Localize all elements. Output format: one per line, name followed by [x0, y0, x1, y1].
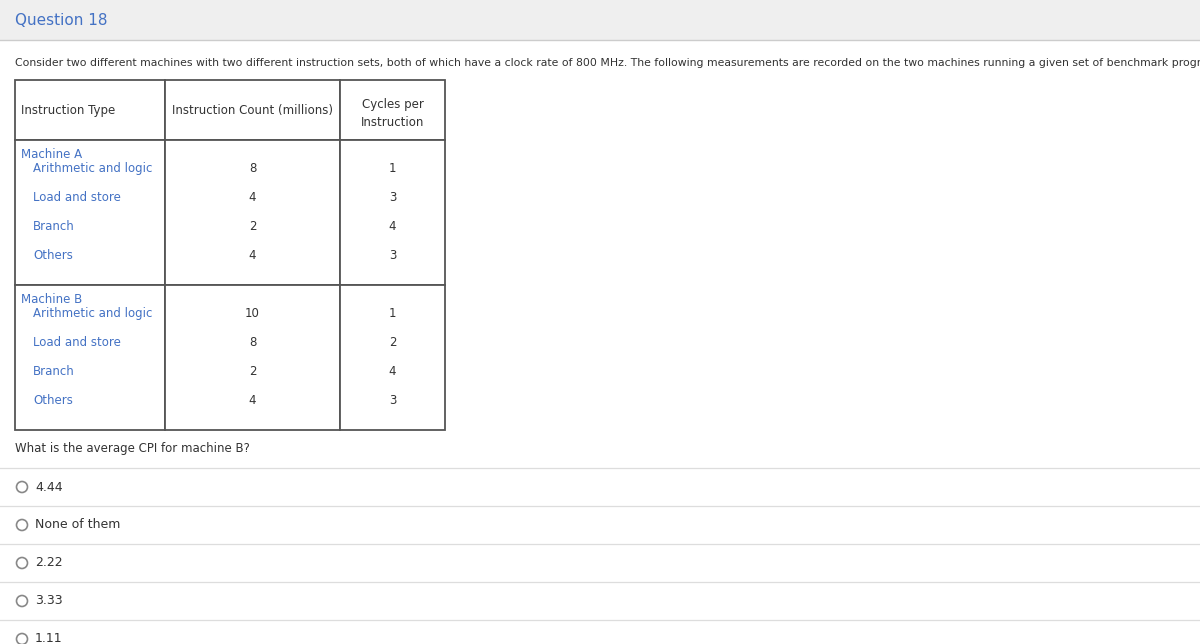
- Text: None of them: None of them: [35, 518, 120, 531]
- Text: Machine B: Machine B: [22, 293, 83, 306]
- Text: 4: 4: [389, 220, 396, 233]
- Bar: [340, 140, 445, 285]
- Text: 8: 8: [248, 162, 256, 175]
- Text: 3: 3: [389, 394, 396, 407]
- Text: What is the average CPI for machine B?: What is the average CPI for machine B?: [14, 442, 250, 455]
- Text: Machine A: Machine A: [22, 148, 82, 161]
- Bar: [14, 285, 166, 430]
- Text: 4: 4: [248, 249, 257, 262]
- Text: Load and store: Load and store: [34, 336, 121, 349]
- Text: 3: 3: [389, 249, 396, 262]
- Text: 2.22: 2.22: [35, 556, 62, 569]
- Text: Others: Others: [34, 394, 73, 407]
- Text: Arithmetic and logic: Arithmetic and logic: [34, 162, 152, 175]
- Bar: [340, 80, 445, 140]
- Text: 4.44: 4.44: [35, 480, 62, 493]
- Text: 3: 3: [389, 191, 396, 204]
- Text: Consider two different machines with two different instruction sets, both of whi: Consider two different machines with two…: [14, 58, 1200, 68]
- Text: 4: 4: [248, 191, 257, 204]
- Bar: [166, 140, 340, 285]
- Bar: [340, 285, 445, 430]
- Text: Branch: Branch: [34, 365, 74, 378]
- Text: 4: 4: [389, 365, 396, 378]
- Bar: [0, 0, 1200, 40]
- Text: 3.33: 3.33: [35, 594, 62, 607]
- Text: 1.11: 1.11: [35, 632, 62, 644]
- Text: 8: 8: [248, 336, 256, 349]
- Text: Instruction Count (millions): Instruction Count (millions): [172, 104, 334, 117]
- Text: 2: 2: [248, 365, 257, 378]
- Bar: [166, 285, 340, 430]
- Text: Branch: Branch: [34, 220, 74, 233]
- Text: Others: Others: [34, 249, 73, 262]
- Text: 4: 4: [248, 394, 257, 407]
- Text: Arithmetic and logic: Arithmetic and logic: [34, 307, 152, 319]
- Text: 10: 10: [245, 307, 260, 319]
- Text: Load and store: Load and store: [34, 191, 121, 204]
- Text: 1: 1: [389, 162, 396, 175]
- Text: 1: 1: [389, 307, 396, 319]
- Bar: [14, 80, 166, 140]
- Text: 2: 2: [389, 336, 396, 349]
- Bar: [166, 80, 340, 140]
- Text: 2: 2: [248, 220, 257, 233]
- Text: Question 18: Question 18: [14, 12, 108, 28]
- Bar: [14, 140, 166, 285]
- Text: Instruction Type: Instruction Type: [22, 104, 115, 117]
- Text: Cycles per: Cycles per: [361, 98, 424, 111]
- Text: Instruction: Instruction: [361, 116, 424, 129]
